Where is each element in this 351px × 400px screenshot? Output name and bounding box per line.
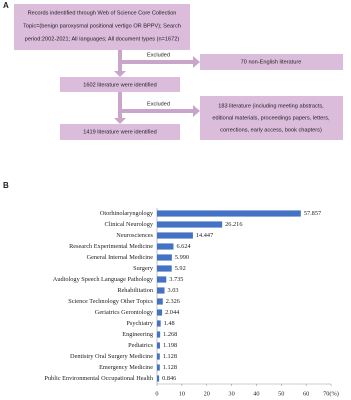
y-tick-label: Science Technology Other Topics (68, 298, 153, 305)
bar (157, 221, 223, 228)
value-label: 6.624 (176, 243, 191, 250)
box-text: editional materials, proceedings papers,… (212, 115, 330, 121)
y-tick-label: Public Environmental Occupational Health (44, 375, 153, 382)
bar (157, 298, 163, 305)
x-tick-label: 70(%) (323, 390, 339, 397)
arrow-head (114, 118, 126, 124)
x-tick-label: 40 (253, 390, 259, 397)
arrow-head (193, 105, 200, 117)
panel-label: A (3, 1, 9, 10)
box-text: 183 literature (including meeting abstra… (218, 103, 324, 109)
x-tick-label: 0 (155, 390, 158, 397)
y-tick-label: Geriatrics Gerontology (95, 309, 154, 316)
x-tick-label: 20 (204, 390, 210, 397)
bar (157, 320, 161, 327)
box-text: 1419 literature were identified (83, 129, 156, 135)
bar (157, 364, 160, 371)
y-tick-label: Psychiatry (126, 320, 153, 327)
value-label: 3.03 (168, 287, 179, 294)
y-tick-label: Pediatrics (128, 342, 153, 349)
y-tick-label: Clinical Neurology (105, 221, 154, 228)
bar (157, 210, 301, 217)
box-text: 1602 literature were identified (83, 82, 156, 88)
value-label: 1.128 (163, 353, 177, 360)
bar (157, 276, 167, 283)
bar (157, 309, 163, 316)
y-tick-label: Audiology Speech Language Pathology (53, 276, 154, 283)
records-box (14, 4, 190, 50)
bar (157, 232, 193, 239)
x-tick-label: 10 (179, 390, 185, 397)
excluded-box (200, 96, 343, 140)
value-label: 5.990 (175, 254, 189, 261)
value-label: 0.846 (162, 375, 176, 382)
value-label: 1.198 (163, 342, 177, 349)
bar (157, 287, 165, 294)
value-label: 1.48 (164, 320, 175, 327)
excluded-label: Excluded (147, 101, 170, 107)
value-label: 5.92 (175, 265, 186, 272)
value-label: 1.128 (163, 364, 177, 371)
y-tick-label: Otorhinolaryngology (100, 210, 154, 217)
value-label: 26.216 (225, 221, 242, 228)
y-tick-label: Emergency Medicine (99, 364, 153, 371)
y-tick-label: Engineering (122, 331, 154, 338)
x-tick-label: 30 (228, 390, 234, 397)
bar (157, 342, 160, 349)
box-text: Topic=(benign paroxysmal positional vert… (23, 23, 181, 29)
box-text: 70 non-English literature (241, 59, 302, 65)
value-label: 1.268 (163, 331, 177, 338)
bar (157, 243, 174, 250)
bar (157, 353, 160, 360)
y-tick-label: Research Experimental Medicine (69, 243, 153, 250)
value-label: 57.857 (304, 210, 321, 217)
box-text: period:2002-2021; All languages; All doc… (25, 36, 180, 42)
y-tick-label: Rehabilitation (117, 287, 154, 294)
arrow-head (114, 71, 126, 77)
identified-box (60, 124, 180, 140)
arrow-head (193, 56, 200, 68)
x-tick-label: 50 (278, 390, 284, 397)
panel-label: B (3, 181, 9, 190)
value-label: 14.447 (196, 232, 213, 239)
y-tick-label: Neurosciences (116, 232, 153, 239)
bar (157, 265, 172, 272)
identified-box (60, 77, 180, 92)
box-text: Records indentified through Web of Scien… (28, 10, 177, 16)
bar (157, 254, 172, 261)
value-label: 2.044 (165, 309, 180, 316)
excluded-label: Excluded (147, 52, 170, 58)
y-tick-label: Surgery (133, 265, 154, 272)
value-label: 2.326 (166, 298, 180, 305)
value-label: 3.735 (169, 276, 183, 283)
excluded-box (200, 54, 343, 70)
y-tick-label: General Internal Medicine (87, 254, 154, 261)
y-tick-label: Dentistry Oral Surgery Medicine (70, 353, 153, 360)
bar (157, 331, 161, 338)
bar (157, 375, 160, 382)
box-text: corrections, early access, book chapters… (220, 127, 322, 133)
x-tick-label: 60 (303, 390, 309, 397)
